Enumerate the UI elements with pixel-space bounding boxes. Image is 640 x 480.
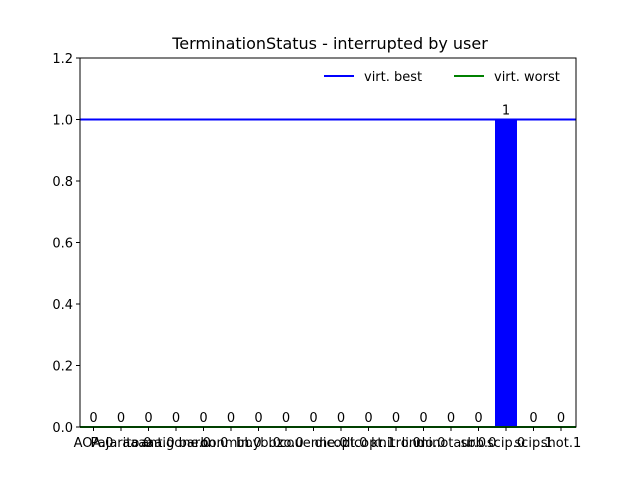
x-tick-label-15: scip.0 [487,436,525,451]
y-tick-label-5: 1.0 [52,114,73,129]
value-label-1: 0 [117,411,125,426]
value-label-6: 0 [254,411,262,426]
x-tick-label-7: bzo.0 [268,436,303,451]
value-label-12: 0 [419,411,427,426]
y-tick-label-2: 0.4 [52,298,73,313]
y-tick-label-6: 1.2 [52,52,73,67]
x-axis: AOA.0Pajarito.0aaaaa.0antigone.0baron.0b… [74,427,581,451]
legend-label-virt-best: virt. best [364,70,422,85]
x-tick-label-6: bbyb.0 [236,436,281,451]
value-label-2: 0 [144,411,152,426]
value-label-17: 0 [557,411,565,426]
x-tick-label-8: couenne.0 [279,436,347,451]
value-labels: 0 0 0 0 0 0 0 0 0 0 0 0 0 0 0 1 0 0 [89,104,565,427]
y-axis: 0.0 0.2 0.4 0.6 0.8 1.0 1.2 [52,52,80,436]
value-label-5: 0 [227,411,235,426]
x-tick-label-10: dicopt.1 [342,436,395,451]
value-label-7: 0 [282,411,290,426]
y-tick-label-4: 0.8 [52,175,73,190]
x-tick-label-9: dicopt.0 [315,436,368,451]
value-label-3: 0 [172,411,180,426]
x-tick-label-13: minotaur.0 [416,436,486,451]
x-tick-label-4: baron.0 [179,436,229,451]
value-label-8: 0 [309,411,317,426]
value-label-0: 0 [89,411,97,426]
chart-title: TerminationStatus - interrupted by user [171,34,488,53]
value-label-10: 0 [364,411,372,426]
legend-label-virt-worst: virt. worst [494,70,560,85]
bars [495,119,517,427]
x-tick-label-12: lindo.0 [402,436,446,451]
y-tick-label-1: 0.2 [52,360,73,375]
x-tick-label-14: sbb.0 [461,436,497,451]
x-tick-label-16: scip.1 [514,436,552,451]
x-tick-label-1: Pajarito.0 [91,436,152,451]
x-tick-label-17: shot.1 [541,436,581,451]
x-tick-label-0: AOA.0 [74,436,114,451]
value-label-16: 0 [529,411,537,426]
bar-15 [495,119,517,427]
x-tick-label-5: bonmin.0 [200,436,261,451]
x-tick-label-11: knitro.0 [371,436,421,451]
y-tick-label-3: 0.6 [52,237,73,252]
value-label-4: 0 [199,411,207,426]
x-tick-label-3: antigone.0 [141,436,211,451]
value-label-11: 0 [392,411,400,426]
x-tick-label-2: aaaaa.0 [122,436,174,451]
y-tick-label-0: 0.0 [52,421,73,436]
value-label-13: 0 [447,411,455,426]
legend: virt. best virt. worst [324,70,560,85]
value-label-15: 1 [502,104,510,119]
value-label-9: 0 [337,411,345,426]
value-label-14: 0 [474,411,482,426]
